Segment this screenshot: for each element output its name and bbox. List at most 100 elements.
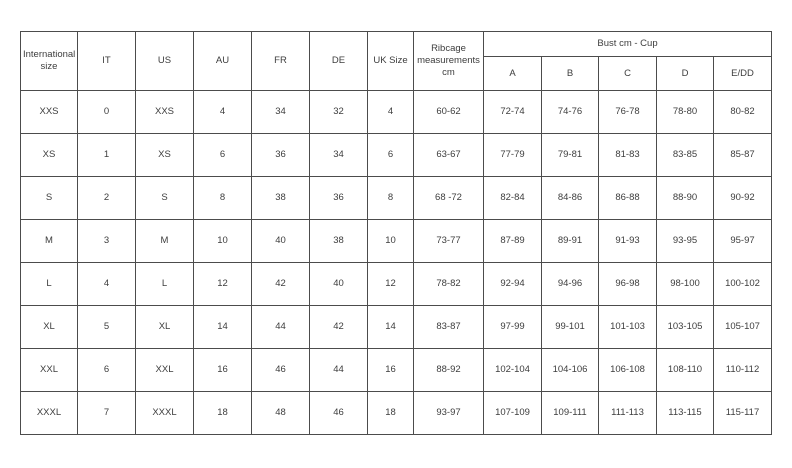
table-cell: 90-92 [712, 176, 773, 220]
table-row: XL 5 XL 14 44 42 14 83-87 97-99 99-101 101-103 103-… [20, 305, 773, 349]
column-header-international-size: International size [20, 31, 78, 91]
table-cell: 40 [309, 262, 368, 306]
column-header-ribcage: Ribcage measurements cm [413, 31, 484, 91]
table-cell: M [135, 219, 194, 263]
table-cell: 89-91 [541, 219, 599, 263]
table-cell: XXS [20, 90, 78, 134]
table-cell: 105-107 [712, 305, 773, 349]
table-cell: 82-84 [483, 176, 542, 220]
table-cell: 10 [367, 219, 414, 263]
table-cell: 78-82 [413, 262, 484, 306]
table-cell: 14 [193, 305, 252, 349]
table-cell: 32 [309, 90, 368, 134]
table-cell: 42 [309, 305, 368, 349]
table-cell: 81-83 [598, 133, 657, 177]
table-cell: 107-109 [483, 391, 542, 435]
table-cell: 5 [77, 305, 136, 349]
column-header-cup-b: B [541, 56, 599, 91]
table-cell: XXXL [135, 391, 194, 435]
column-header-de: DE [309, 31, 368, 91]
header-row-cups: A B C D E/DD [21, 56, 773, 91]
size-chart-container: International size IT US AU FR DE UK Siz… [20, 31, 773, 435]
table-cell: 101-103 [598, 305, 657, 349]
column-header-cup-a: A [483, 56, 542, 91]
table-cell: 88-92 [413, 348, 484, 392]
table-cell: 18 [367, 391, 414, 435]
table-cell: XXL [135, 348, 194, 392]
table-cell: 16 [367, 348, 414, 392]
table-cell: 10 [193, 219, 252, 263]
table-cell: 109-111 [541, 391, 599, 435]
column-header-it: IT [77, 31, 136, 91]
table-cell: 6 [77, 348, 136, 392]
table-cell: 93-97 [413, 391, 484, 435]
table-cell: 63-67 [413, 133, 484, 177]
table-cell: 16 [193, 348, 252, 392]
table-cell: 46 [309, 391, 368, 435]
table-cell: 91-93 [598, 219, 657, 263]
table-cell: 87-89 [483, 219, 542, 263]
table-cell: 92-94 [483, 262, 542, 306]
table-row: XXL 6 XXL 16 46 44 16 88-92 102-104 104-106 106-10… [20, 348, 773, 392]
column-group-header-bust-cup: Bust cm - Cup [482, 31, 773, 57]
table-cell: 80-82 [712, 90, 773, 134]
table-cell: 99-101 [541, 305, 599, 349]
table-cell: 2 [77, 176, 136, 220]
table-cell: 4 [77, 262, 136, 306]
table-cell: 86-88 [598, 176, 657, 220]
table-cell: 12 [193, 262, 252, 306]
table-cell: 115-117 [712, 391, 773, 435]
table-cell: 14 [367, 305, 414, 349]
table-row: XS 1 XS 6 36 34 6 63-67 77-79 79-81 81-83 83-85 85-8… [20, 133, 773, 177]
table-cell: 0 [77, 90, 136, 134]
table-cell: 104-106 [541, 348, 599, 392]
table-cell: 103-105 [656, 305, 714, 349]
table-cell: 6 [367, 133, 414, 177]
table-cell: 108-110 [656, 348, 714, 392]
table-cell: 111-113 [598, 391, 657, 435]
column-header-cup-c: C [598, 56, 657, 91]
table-cell: 102-104 [483, 348, 542, 392]
table-row: L 4 L 12 42 40 12 78-82 92-94 94-96 96-98 98-100 100… [20, 262, 773, 306]
table-cell: 98-100 [656, 262, 714, 306]
table-row: XXXL 7 XXXL 18 48 46 18 93-97 107-109 109-111 111-… [20, 391, 773, 435]
table-cell: 113-115 [656, 391, 714, 435]
table-cell: 46 [251, 348, 310, 392]
column-header-us: US [135, 31, 194, 91]
table-cell: 74-76 [541, 90, 599, 134]
table-cell: 95-97 [712, 219, 773, 263]
table-cell: XS [20, 133, 78, 177]
table-cell: L [20, 262, 78, 306]
table-cell: 100-102 [712, 262, 773, 306]
table-body: XXS 0 XXS 4 34 32 4 60-62 72-74 74-76 76-78 78-80 80… [20, 90, 773, 435]
table-cell: 68 -72 [413, 176, 484, 220]
table-cell: 34 [309, 133, 368, 177]
table-cell: 76-78 [598, 90, 657, 134]
table-cell: XXL [20, 348, 78, 392]
table-cell: XL [20, 305, 78, 349]
table-cell: 18 [193, 391, 252, 435]
column-header-cup-d: D [656, 56, 714, 91]
table-cell: 12 [367, 262, 414, 306]
table-cell: 85-87 [712, 133, 773, 177]
column-header-au: AU [193, 31, 252, 91]
table-cell: 34 [251, 90, 310, 134]
table-cell: M [20, 219, 78, 263]
column-header-uk-size: UK Size [367, 31, 414, 91]
table-cell: 48 [251, 391, 310, 435]
table-cell: 88-90 [656, 176, 714, 220]
table-cell: 83-87 [413, 305, 484, 349]
table-cell: 7 [77, 391, 136, 435]
table-cell: 60-62 [413, 90, 484, 134]
table-cell: 36 [309, 176, 368, 220]
table-cell: L [135, 262, 194, 306]
table-cell: 44 [309, 348, 368, 392]
table-cell: S [135, 176, 194, 220]
table-row: S 2 S 8 38 36 8 68 -72 82-84 84-86 86-88 88-90 90-92 [20, 176, 773, 220]
table-cell: 4 [193, 90, 252, 134]
table-row: XXS 0 XXS 4 34 32 4 60-62 72-74 74-76 76-78 78-80 80… [20, 90, 773, 134]
size-chart-table: International size IT US AU FR DE UK Siz… [20, 31, 773, 435]
table-row: M 3 M 10 40 38 10 73-77 87-89 89-91 91-93 93-95 95-9… [20, 219, 773, 263]
table-cell: 42 [251, 262, 310, 306]
table-cell: XXS [135, 90, 194, 134]
